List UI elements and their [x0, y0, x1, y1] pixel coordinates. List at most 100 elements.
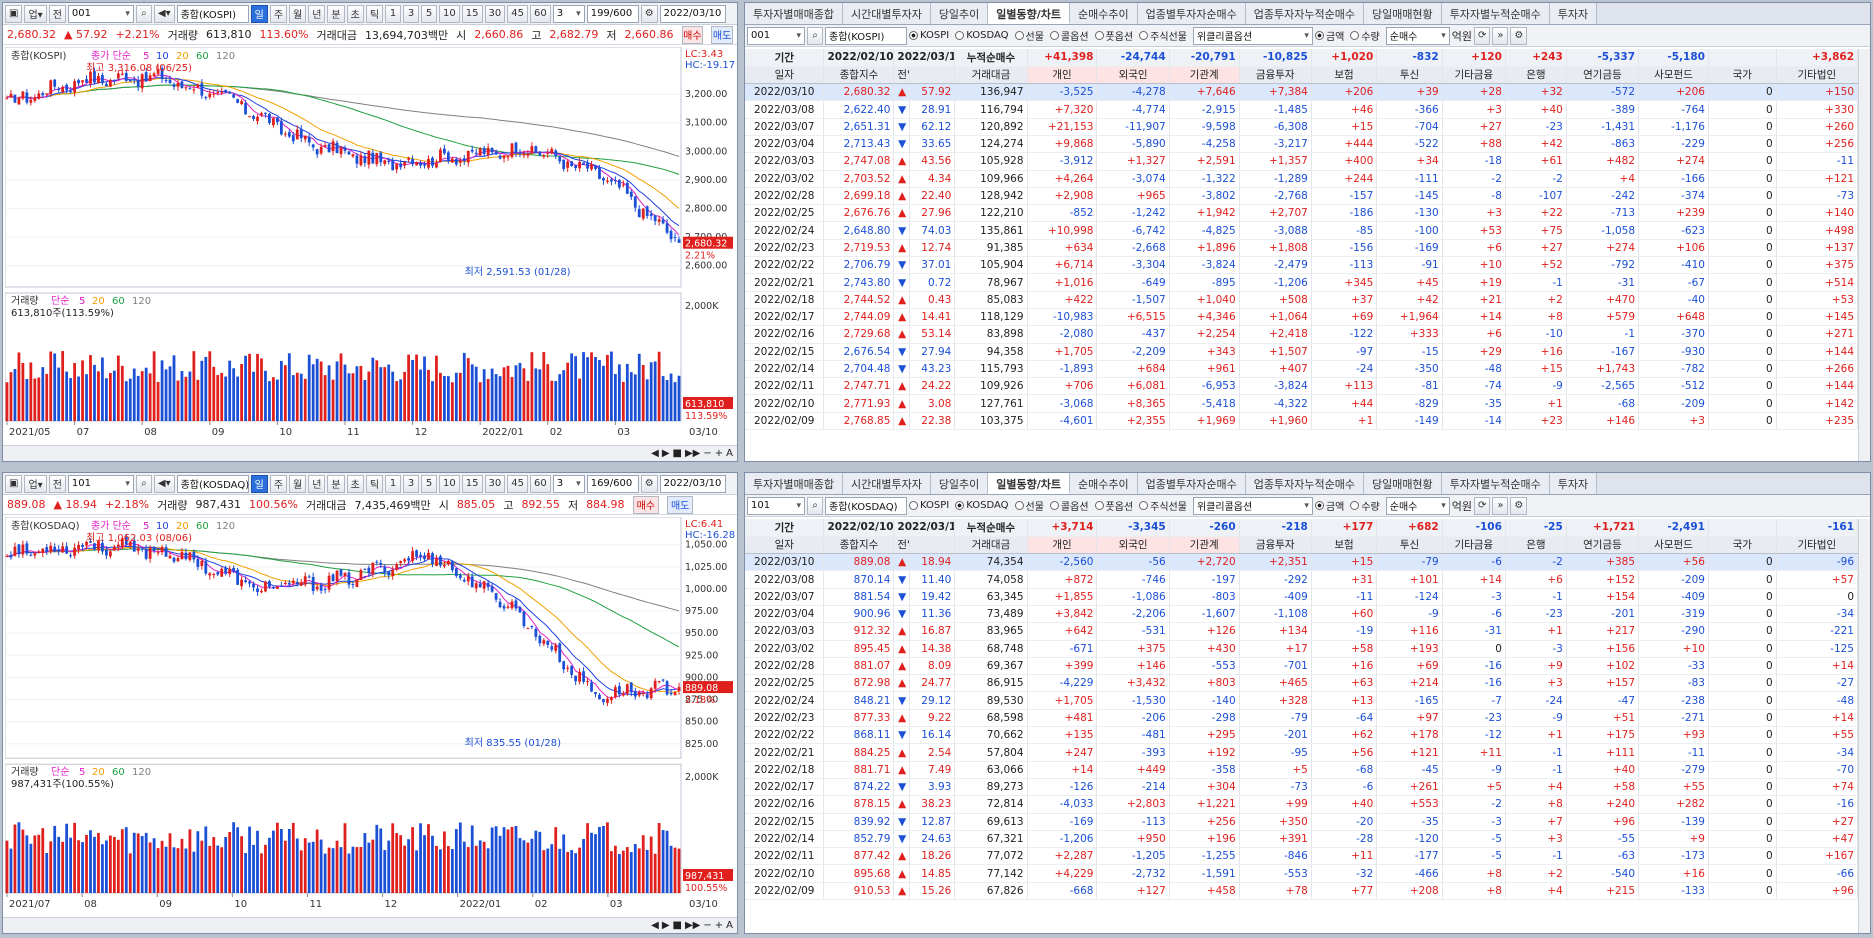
- option-select[interactable]: 위클리콜옵션: [1192, 496, 1313, 515]
- unit-radio-1[interactable]: 수량: [1350, 28, 1380, 43]
- next-icon[interactable]: ▶: [661, 920, 670, 931]
- col-header[interactable]: 금융투자: [1239, 66, 1312, 85]
- table-row[interactable]: 2022/02/10 2,771.93 ▲ 3.08 127,761 -3,068 +8,3…: [745, 394, 1858, 413]
- market-radio-5[interactable]: 주식선물: [1139, 28, 1187, 43]
- num-1[interactable]: 1: [385, 4, 402, 23]
- table-row[interactable]: 2022/03/04 2,713.43 ▼ 33.65 124,274 +9,868 -5,…: [745, 135, 1858, 154]
- period-week[interactable]: 주: [269, 474, 288, 493]
- fast-forward-icon[interactable]: ▶▶: [684, 920, 701, 931]
- num-10[interactable]: 10: [439, 474, 460, 493]
- tool-icon[interactable]: ⚙: [640, 4, 658, 23]
- count-field[interactable]: 199/600: [586, 4, 639, 23]
- tab-6[interactable]: 업종투자자누적순매수: [1245, 473, 1364, 494]
- sound-icon[interactable]: ◀▾: [153, 4, 175, 23]
- num-45[interactable]: 45: [507, 4, 528, 23]
- table-row[interactable]: 2022/02/18 2,744.52 ▲ 0.43 85,083 +422 -1,507 +…: [745, 291, 1858, 309]
- period-day[interactable]: 일: [250, 4, 268, 23]
- table-row[interactable]: 2022/02/15 839.92 ▼ 12.87 69,613 -169 -113 +256…: [745, 813, 1858, 831]
- settings-icon[interactable]: ⚙: [1510, 496, 1528, 515]
- table-row[interactable]: 2022/02/11 877.42 ▲ 18.26 77,072 +2,287 -1,205…: [745, 847, 1858, 866]
- col-header[interactable]: 국가: [1708, 536, 1777, 555]
- table-row[interactable]: 2022/02/25 872.98 ▲ 24.77 86,915 -4,229 +3,432…: [745, 674, 1858, 693]
- count-field[interactable]: 169/600: [586, 474, 639, 493]
- tab-9[interactable]: 투자자: [1549, 473, 1598, 494]
- code-input[interactable]: 001: [747, 26, 805, 45]
- num-select[interactable]: 3: [552, 474, 585, 493]
- table-row[interactable]: 2022/02/24 848.21 ▼ 29.12 89,530 +1,705 -1,530…: [745, 691, 1858, 710]
- table-row[interactable]: 2022/03/10 889.08 ▲ 18.94 74,354 -2,560 -56 +2,…: [745, 553, 1858, 572]
- table-row[interactable]: 2022/02/14 2,704.48 ▼ 43.23 115,793 -1,893 +68…: [745, 360, 1858, 379]
- num-3[interactable]: 3: [403, 474, 420, 493]
- num-10[interactable]: 10: [439, 4, 460, 23]
- period-week[interactable]: 주: [269, 4, 288, 23]
- num-select[interactable]: 3: [552, 4, 585, 23]
- font-icon[interactable]: A: [726, 920, 733, 931]
- zoom-out-icon[interactable]: −: [703, 920, 712, 931]
- tab-8[interactable]: 투자자별누적순매수: [1441, 473, 1550, 494]
- search-icon[interactable]: ⌕: [135, 474, 152, 493]
- period-year[interactable]: 년: [308, 4, 326, 23]
- stop-icon[interactable]: ■: [672, 920, 682, 931]
- table-row[interactable]: 2022/03/03 2,747.08 ▲ 43.56 105,928 -3,912 +1,…: [745, 152, 1858, 171]
- prev-icon[interactable]: ◀: [651, 920, 659, 931]
- table-row[interactable]: 2022/02/24 2,648.80 ▼ 74.03 135,861 +10,998 -6…: [745, 221, 1858, 240]
- table-row[interactable]: 2022/02/15 2,676.54 ▼ 27.94 94,358 +1,705 -2,2…: [745, 343, 1858, 361]
- table-row[interactable]: 2022/03/03 912.32 ▲ 16.87 83,965 +642 -531 +126…: [745, 622, 1858, 641]
- to-date[interactable]: 2022/03/10: [893, 49, 956, 67]
- col-header[interactable]: 국가: [1708, 66, 1777, 85]
- settings-icon[interactable]: ⚙: [1510, 26, 1528, 45]
- col-header[interactable]: 기타금융: [1442, 66, 1506, 85]
- font-icon[interactable]: A: [726, 448, 733, 459]
- fast-forward-icon[interactable]: ▶▶: [684, 448, 701, 459]
- col-header[interactable]: 투신: [1376, 536, 1443, 555]
- num-15[interactable]: 15: [461, 474, 483, 493]
- col-header[interactable]: 금융투자: [1239, 536, 1312, 555]
- table-row[interactable]: 2022/02/23 877.33 ▲ 9.22 68,598 +481 -206 -298-…: [745, 709, 1858, 728]
- num-30[interactable]: 30: [484, 474, 506, 493]
- num-60[interactable]: 60: [529, 4, 551, 23]
- tab-1[interactable]: 시간대별투자자: [842, 3, 931, 24]
- num-1[interactable]: 1: [385, 474, 402, 493]
- from-date[interactable]: 2022/02/10: [823, 49, 895, 67]
- zoom-out-icon[interactable]: −: [703, 448, 712, 459]
- market-select[interactable]: 업▾: [24, 4, 47, 23]
- prev-icon[interactable]: ◀: [651, 448, 659, 459]
- col-header[interactable]: 보험: [1311, 66, 1378, 85]
- col-header[interactable]: 일자: [745, 536, 825, 555]
- col-header[interactable]: 사모펀드: [1638, 66, 1709, 85]
- market-radio-0[interactable]: KOSPI: [909, 30, 949, 41]
- table-row[interactable]: 2022/02/28 2,699.18 ▲ 22.40 128,942 +2,908 +96…: [745, 187, 1858, 206]
- table-row[interactable]: 2022/02/16 2,729.68 ▲ 53.14 83,898 -2,080 -437…: [745, 325, 1858, 344]
- period-month[interactable]: 월: [289, 4, 307, 23]
- search-icon[interactable]: ⌕: [807, 496, 823, 515]
- tab-3[interactable]: 일별동향/차트: [988, 473, 1071, 494]
- unit-radio-0[interactable]: 금액: [1314, 28, 1344, 43]
- market-radio-3[interactable]: 콜옵션: [1049, 28, 1089, 43]
- code-input[interactable]: 101: [747, 496, 805, 515]
- col-header[interactable]: 기타금융: [1442, 536, 1506, 555]
- col-header[interactable]: [909, 536, 956, 555]
- table-row[interactable]: 2022/02/23 2,719.53 ▲ 12.74 91,385 +634 -2,668…: [745, 239, 1858, 258]
- buy-button[interactable]: 매수: [632, 495, 659, 514]
- period-second[interactable]: 초: [346, 4, 364, 23]
- zoom-in-icon[interactable]: +: [714, 920, 724, 931]
- tab-6[interactable]: 업종투자자누적순매수: [1245, 3, 1364, 24]
- table-row[interactable]: 2022/03/07 881.54 ▼ 19.42 63,345 +1,855 -1,086…: [745, 588, 1858, 606]
- table-row[interactable]: 2022/02/21 884.25 ▲ 2.54 57,804 +247 -393 +192-…: [745, 743, 1858, 762]
- market-radio-4[interactable]: 풋옵션: [1094, 28, 1133, 43]
- sound-icon[interactable]: ◀▾: [153, 474, 175, 493]
- num-15[interactable]: 15: [461, 4, 483, 23]
- table-row[interactable]: 2022/03/02 2,703.52 ▲ 4.34 109,966 +4,264 -3,0…: [745, 170, 1858, 188]
- tab-9[interactable]: 투자자: [1549, 3, 1598, 24]
- tab-8[interactable]: 투자자별누적순매수: [1441, 3, 1550, 24]
- col-header[interactable]: 일자: [745, 66, 825, 85]
- col-header[interactable]: 연기금등: [1566, 66, 1640, 85]
- tab-2[interactable]: 당일추이: [930, 3, 989, 24]
- option-select[interactable]: 위클리콜옵션: [1192, 26, 1313, 45]
- col-header[interactable]: 거래대금: [954, 66, 1028, 85]
- table-row[interactable]: 2022/02/28 881.07 ▲ 8.09 69,367 +399 +146 -553-…: [745, 657, 1858, 676]
- code-input[interactable]: 101: [67, 474, 134, 493]
- buy-button[interactable]: 매수: [681, 25, 704, 44]
- col-header[interactable]: 기관계: [1169, 536, 1240, 555]
- table-row[interactable]: 2022/02/09 2,768.85 ▲ 22.38 103,375 -4,601 +2,…: [745, 412, 1858, 431]
